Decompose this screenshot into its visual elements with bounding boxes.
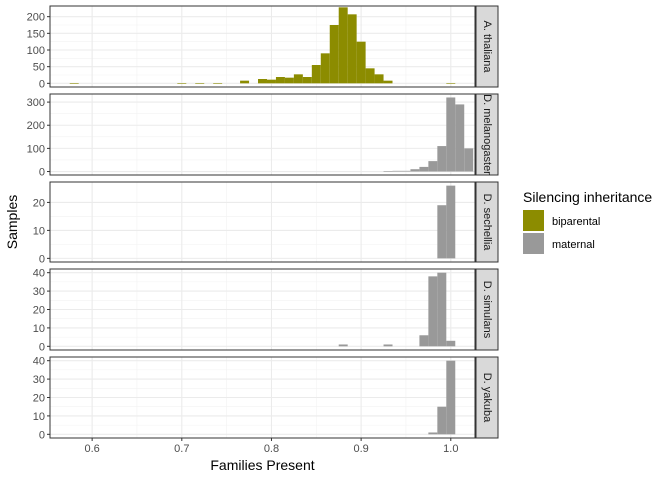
y-tick-label: 0 <box>39 429 45 441</box>
histogram-bar <box>383 171 393 172</box>
y-tick-label: 20 <box>33 393 45 405</box>
histogram-bar <box>446 97 456 172</box>
y-tick-label: 10 <box>33 411 45 423</box>
x-tick-label: 0.8 <box>264 443 279 455</box>
histogram-bar <box>213 83 223 84</box>
histogram-bar <box>419 166 429 172</box>
facet-strip-label: A. thaliana <box>481 21 493 74</box>
histogram-bar <box>266 79 276 84</box>
histogram-bar <box>446 360 456 435</box>
y-tick-label: 10 <box>33 225 45 237</box>
facet-strip <box>475 181 499 263</box>
strip-clip <box>499 0 519 440</box>
histogram-bar <box>240 80 250 84</box>
histogram-bar <box>195 83 205 84</box>
histogram-bar <box>69 83 79 84</box>
histogram-bar <box>464 148 474 172</box>
y-tick-label: 0 <box>39 253 45 265</box>
histogram-bar <box>428 276 438 347</box>
facet-strip-label: D. sechellia <box>481 194 493 252</box>
legend-swatch <box>523 233 544 254</box>
histogram-bar <box>311 65 321 84</box>
y-tick-label: 50 <box>33 62 45 74</box>
panel-background <box>50 94 475 175</box>
histogram-bar <box>428 161 438 172</box>
histogram-bar <box>392 170 402 172</box>
histogram-bar <box>365 68 375 84</box>
histogram-bar <box>446 185 456 259</box>
y-tick-label: 40 <box>33 356 45 368</box>
panel-background <box>50 182 475 262</box>
legend-entry-label: biparental <box>552 216 600 228</box>
facet-strip-label: D. yakuba <box>481 373 493 423</box>
histogram-bar <box>419 335 429 347</box>
y-tick-label: 100 <box>27 45 45 57</box>
y-tick-label: 40 <box>33 268 45 280</box>
histogram-bar <box>446 340 456 347</box>
y-tick-label: 200 <box>27 120 45 132</box>
y-tick-label: 0 <box>39 78 45 90</box>
x-axis-title: Families Present <box>210 457 314 473</box>
facet-strip <box>475 5 499 88</box>
x-tick-label: 0.7 <box>174 443 189 455</box>
histogram-bar <box>347 14 357 84</box>
histogram-bar <box>302 77 312 84</box>
y-tick-label: 0 <box>39 167 45 179</box>
histogram-bar <box>284 77 294 84</box>
facet-strip <box>475 268 499 351</box>
panel-border <box>49 5 476 88</box>
y-axis-title: Samples <box>4 195 20 249</box>
histogram-bar <box>437 146 447 172</box>
facet-strip <box>475 356 499 439</box>
histogram-bar <box>437 406 447 435</box>
y-tick-label: 20 <box>33 197 45 209</box>
legend-swatch <box>523 210 544 231</box>
histogram-bar <box>410 169 420 172</box>
facet-strip <box>475 93 499 176</box>
histogram-bar <box>446 83 456 84</box>
histogram-bar <box>437 205 447 259</box>
histogram-bar <box>428 432 438 435</box>
panel-background <box>50 6 475 87</box>
histogram-bar <box>356 41 366 84</box>
y-tick-label: 20 <box>33 305 45 317</box>
histogram-bar <box>437 272 447 347</box>
histogram-bar <box>293 74 303 84</box>
y-tick-label: 0 <box>39 341 45 353</box>
y-tick-label: 10 <box>33 323 45 335</box>
histogram-bar <box>177 83 187 84</box>
panel-border <box>49 181 476 263</box>
histogram-bar <box>320 53 330 84</box>
facet-strip-label: D. simulans <box>481 281 493 339</box>
legend-entry-label: maternal <box>552 239 595 251</box>
legend-title: Silencing inheritance <box>523 189 652 205</box>
y-tick-label: 100 <box>27 143 45 155</box>
histogram-bar <box>383 80 393 84</box>
x-tick-label: 0.6 <box>84 443 99 455</box>
histogram-bar <box>329 25 339 84</box>
y-tick-label: 30 <box>33 374 45 386</box>
x-tick-label: 0.9 <box>353 443 368 455</box>
panel-border <box>49 93 476 176</box>
histogram-bar <box>338 344 348 347</box>
y-tick-label: 200 <box>27 12 45 24</box>
histogram-bar <box>401 170 411 172</box>
histogram-bar <box>383 344 393 347</box>
histogram-bar <box>275 77 285 84</box>
histogram-bar <box>338 7 348 84</box>
x-tick-label: 1.0 <box>443 443 458 455</box>
histogram-bar <box>455 104 465 172</box>
y-tick-label: 300 <box>27 97 45 109</box>
y-tick-label: 150 <box>27 28 45 40</box>
facet-strip-label: D. melanogaster <box>481 94 493 175</box>
y-tick-label: 30 <box>33 286 45 298</box>
histogram-bar <box>258 79 267 84</box>
histogram-bar <box>374 74 384 84</box>
